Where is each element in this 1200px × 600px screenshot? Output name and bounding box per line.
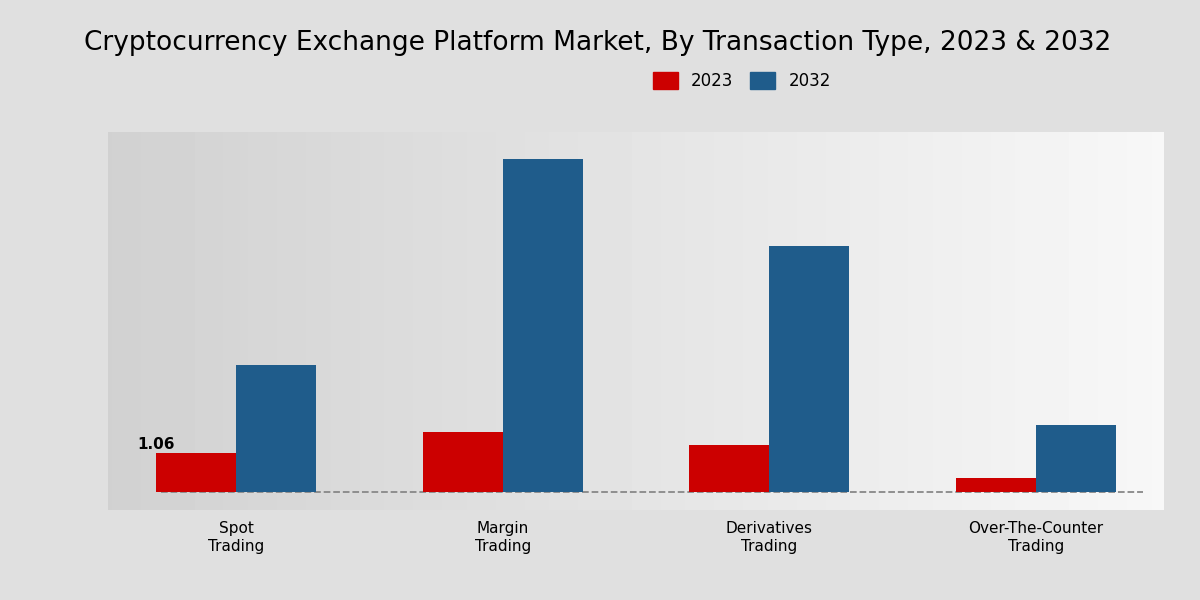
Text: Cryptocurrency Exchange Platform Market, By Transaction Type, 2023 & 2032: Cryptocurrency Exchange Platform Market,… bbox=[84, 30, 1111, 56]
Bar bbox=[956, 478, 1036, 492]
Bar bbox=[503, 158, 583, 492]
Bar bbox=[769, 245, 850, 492]
Bar bbox=[422, 432, 503, 492]
Legend: 2023, 2032: 2023, 2032 bbox=[653, 72, 830, 91]
Bar bbox=[689, 445, 769, 492]
Bar bbox=[1036, 425, 1116, 492]
Text: 1.06: 1.06 bbox=[137, 437, 175, 452]
Bar bbox=[236, 365, 316, 492]
Bar bbox=[156, 454, 236, 492]
